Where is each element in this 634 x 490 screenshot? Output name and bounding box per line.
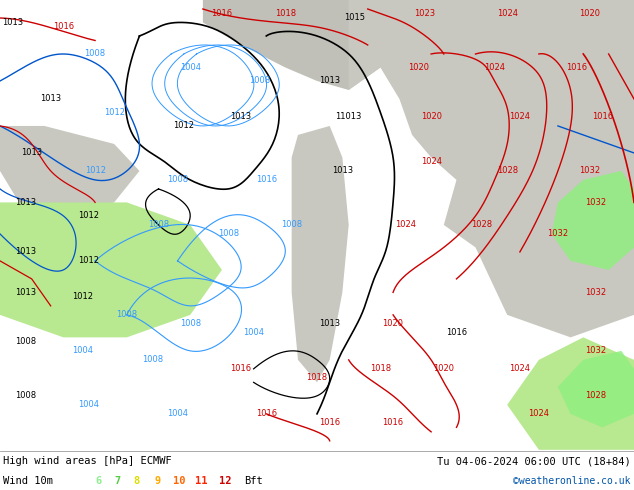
Text: 11013: 11013 — [335, 112, 362, 122]
Text: 1008: 1008 — [179, 319, 201, 328]
Polygon shape — [558, 351, 634, 427]
Text: 1032: 1032 — [585, 288, 607, 297]
Text: 1012: 1012 — [78, 211, 100, 220]
Text: 1032: 1032 — [547, 229, 569, 239]
Polygon shape — [203, 0, 380, 90]
Text: 1008: 1008 — [281, 220, 302, 229]
Text: 1004: 1004 — [167, 409, 188, 418]
Text: 1013: 1013 — [15, 288, 36, 297]
Text: 1028: 1028 — [585, 392, 607, 400]
Text: 1024: 1024 — [509, 365, 531, 373]
Text: 1016: 1016 — [211, 9, 233, 18]
Text: 1013: 1013 — [40, 95, 61, 103]
Text: 1024: 1024 — [528, 409, 550, 418]
Text: 1024: 1024 — [484, 63, 505, 72]
Text: 1016: 1016 — [53, 23, 74, 31]
Text: 1008: 1008 — [15, 337, 36, 346]
Text: 9: 9 — [154, 476, 160, 486]
Text: 1024: 1024 — [496, 9, 518, 18]
Polygon shape — [0, 126, 139, 216]
Text: 1028: 1028 — [496, 167, 518, 175]
Polygon shape — [349, 0, 634, 337]
Text: 1013: 1013 — [230, 112, 252, 122]
Text: 12: 12 — [219, 476, 231, 486]
Text: 10: 10 — [172, 476, 185, 486]
Text: 1020: 1020 — [433, 365, 455, 373]
Text: 1013: 1013 — [319, 319, 340, 328]
Text: Wind 10m: Wind 10m — [3, 476, 53, 486]
Text: 8: 8 — [133, 476, 139, 486]
Text: 1016: 1016 — [382, 418, 404, 427]
Text: 1008: 1008 — [217, 229, 239, 239]
Polygon shape — [507, 337, 634, 450]
Text: 1012: 1012 — [103, 108, 125, 117]
Text: 1016: 1016 — [446, 328, 467, 338]
Text: 1016: 1016 — [230, 365, 252, 373]
Text: 1012: 1012 — [78, 256, 100, 266]
Text: 1020: 1020 — [420, 112, 442, 122]
Text: High wind areas [hPa] ECMWF: High wind areas [hPa] ECMWF — [3, 456, 172, 466]
Polygon shape — [292, 126, 349, 382]
Text: 1008: 1008 — [249, 76, 271, 85]
Text: 1016: 1016 — [592, 112, 613, 122]
Text: 1008: 1008 — [148, 220, 169, 229]
Text: 1013: 1013 — [21, 148, 42, 157]
Text: 1018: 1018 — [370, 365, 391, 373]
Text: 1013: 1013 — [2, 18, 23, 27]
Text: ©weatheronline.co.uk: ©weatheronline.co.uk — [514, 476, 631, 486]
Text: 1013: 1013 — [15, 247, 36, 256]
Text: 1008: 1008 — [167, 175, 188, 184]
Text: 1013: 1013 — [319, 76, 340, 85]
Text: 1032: 1032 — [579, 167, 600, 175]
Text: 1024: 1024 — [509, 112, 531, 122]
Text: 1016: 1016 — [566, 63, 588, 72]
Text: Bft: Bft — [244, 476, 263, 486]
Text: 1004: 1004 — [72, 346, 93, 355]
Text: 1032: 1032 — [585, 198, 607, 207]
Text: 1023: 1023 — [414, 9, 436, 18]
Text: 1015: 1015 — [344, 14, 366, 23]
Text: 1024: 1024 — [395, 220, 417, 229]
Text: 1012: 1012 — [173, 122, 195, 130]
Text: 1012: 1012 — [84, 167, 106, 175]
Text: 1016: 1016 — [256, 175, 277, 184]
Text: 1028: 1028 — [471, 220, 493, 229]
Text: 1018: 1018 — [275, 9, 296, 18]
Text: Tu 04-06-2024 06:00 UTC (18+84): Tu 04-06-2024 06:00 UTC (18+84) — [437, 456, 631, 466]
Text: 1024: 1024 — [420, 157, 442, 167]
Polygon shape — [0, 202, 222, 337]
Polygon shape — [552, 171, 634, 270]
Text: 1008: 1008 — [84, 49, 106, 58]
Text: 11: 11 — [195, 476, 208, 486]
Text: 6: 6 — [95, 476, 101, 486]
Text: 1004: 1004 — [78, 400, 100, 409]
Text: 1032: 1032 — [585, 346, 607, 355]
Text: 1020: 1020 — [579, 9, 600, 18]
Text: 1020: 1020 — [382, 319, 404, 328]
Text: 1016: 1016 — [256, 409, 277, 418]
Text: 1018: 1018 — [306, 373, 328, 382]
Text: 1008: 1008 — [141, 355, 163, 365]
Text: 1008: 1008 — [116, 310, 138, 319]
Text: 1016: 1016 — [319, 418, 340, 427]
Text: 1004: 1004 — [179, 63, 201, 72]
Text: 1013: 1013 — [332, 167, 353, 175]
Text: 7: 7 — [114, 476, 120, 486]
Text: 1013: 1013 — [15, 198, 36, 207]
Text: 1012: 1012 — [72, 293, 93, 301]
Text: 1020: 1020 — [408, 63, 429, 72]
Text: 1004: 1004 — [243, 328, 264, 338]
Text: 1008: 1008 — [15, 392, 36, 400]
